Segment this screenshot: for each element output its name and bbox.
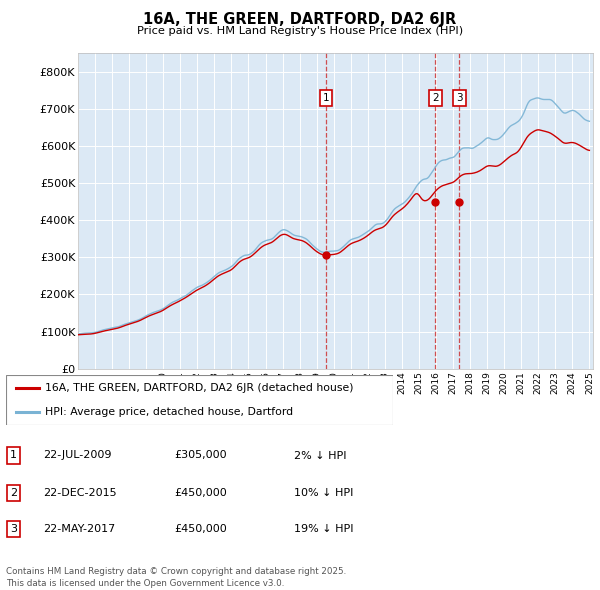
Text: Contains HM Land Registry data © Crown copyright and database right 2025.
This d: Contains HM Land Registry data © Crown c… <box>6 568 346 588</box>
Text: 19% ↓ HPI: 19% ↓ HPI <box>294 525 353 534</box>
Text: 3: 3 <box>456 93 463 103</box>
FancyBboxPatch shape <box>6 375 393 425</box>
Text: 3: 3 <box>10 525 17 534</box>
Text: 16A, THE GREEN, DARTFORD, DA2 6JR: 16A, THE GREEN, DARTFORD, DA2 6JR <box>143 12 457 27</box>
Text: 2: 2 <box>432 93 439 103</box>
Text: 16A, THE GREEN, DARTFORD, DA2 6JR (detached house): 16A, THE GREEN, DARTFORD, DA2 6JR (detac… <box>45 383 353 393</box>
Text: 22-DEC-2015: 22-DEC-2015 <box>43 488 117 497</box>
Text: HPI: Average price, detached house, Dartford: HPI: Average price, detached house, Dart… <box>45 407 293 417</box>
Text: 1: 1 <box>323 93 329 103</box>
Text: 1: 1 <box>10 451 17 460</box>
Text: 10% ↓ HPI: 10% ↓ HPI <box>294 488 353 497</box>
Text: 22-JUL-2009: 22-JUL-2009 <box>43 451 112 460</box>
Text: £450,000: £450,000 <box>174 488 227 497</box>
Text: 22-MAY-2017: 22-MAY-2017 <box>43 525 115 534</box>
Text: 2: 2 <box>10 488 17 497</box>
Text: 2% ↓ HPI: 2% ↓ HPI <box>294 451 347 460</box>
Text: £305,000: £305,000 <box>174 451 227 460</box>
Text: £450,000: £450,000 <box>174 525 227 534</box>
Text: Price paid vs. HM Land Registry's House Price Index (HPI): Price paid vs. HM Land Registry's House … <box>137 26 463 35</box>
